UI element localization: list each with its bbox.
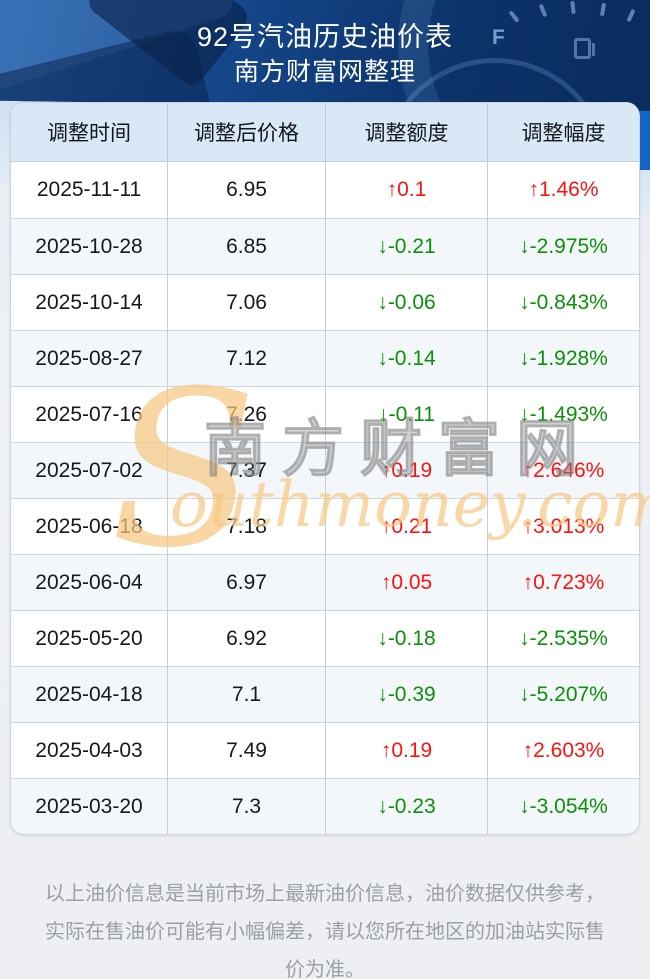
price-table-card: 调整时间 调整后价格 调整额度 调整幅度 2025-11-11 6.95 ↑0.1 ↑… xyxy=(10,102,640,835)
cell-change: ↑0.1 xyxy=(326,162,488,218)
cell-change: ↑0.19 xyxy=(326,443,488,498)
cell-date: 2025-04-03 xyxy=(11,723,168,778)
cell-change: ↓-0.06 xyxy=(326,275,488,330)
table-row: 2025-04-03 7.49 ↑0.19 ↑2.603% xyxy=(11,722,639,778)
hero-titles: 92号汽油历史油价表 南方财富网整理 xyxy=(0,0,650,90)
cell-percent: ↑2.646% xyxy=(522,458,605,482)
cell-change: ↑0.19 xyxy=(326,723,488,778)
page-subtitle: 南方财富网整理 xyxy=(233,58,416,86)
cell-date: 2025-06-04 xyxy=(11,555,168,610)
cell-change: ↓-0.18 xyxy=(326,611,488,666)
table-row: 2025-10-14 7.06 ↓-0.06 ↓-0.843% xyxy=(11,274,639,330)
table-row: 2025-03-20 7.3 ↓-0.23 ↓-3.054% xyxy=(11,778,639,834)
page-title: 92号汽油历史油价表 xyxy=(196,22,454,52)
cell-price: 7.12 xyxy=(168,331,326,386)
fuel-pump-icon xyxy=(574,38,595,59)
cell-percent: ↓-1.928% xyxy=(519,346,608,370)
cell-date: 2025-03-20 xyxy=(11,779,168,834)
cell-price: 7.1 xyxy=(168,667,326,722)
cell-price: 6.97 xyxy=(168,555,326,610)
cell-price: 7.49 xyxy=(168,723,326,778)
cell-price: 7.37 xyxy=(168,443,326,498)
cell-percent: ↑0.723% xyxy=(522,570,605,594)
cell-date: 2025-06-18 xyxy=(11,499,168,554)
cell-date: 2025-07-02 xyxy=(11,443,168,498)
cell-change: ↓-0.39 xyxy=(326,667,488,722)
cell-price: 6.92 xyxy=(168,611,326,666)
table-row: 2025-07-02 7.37 ↑0.19 ↑2.646% xyxy=(11,442,639,498)
table-row: 2025-06-04 6.97 ↑0.05 ↑0.723% xyxy=(11,554,639,610)
cell-change: ↓-0.14 xyxy=(326,331,488,386)
cell-percent: ↓-2.535% xyxy=(519,626,608,650)
table-row: 2025-07-16 7.26 ↓-0.11 ↓-1.493% xyxy=(11,386,639,442)
cell-date: 2025-10-28 xyxy=(11,219,168,274)
table-row: 2025-10-28 6.85 ↓-0.21 ↓-2.975% xyxy=(11,218,639,274)
table-row: 2025-04-18 7.1 ↓-0.39 ↓-5.207% xyxy=(11,666,639,722)
cell-price: 6.95 xyxy=(168,162,326,218)
cell-percent: ↑3.013% xyxy=(522,514,605,538)
price-table-header-row: 调整时间 调整后价格 调整额度 调整幅度 xyxy=(11,103,639,162)
cell-date: 2025-08-27 xyxy=(11,331,168,386)
cell-price: 7.18 xyxy=(168,499,326,554)
cell-price: 7.3 xyxy=(168,779,326,834)
fuel-gauge-full-letter: F xyxy=(492,26,505,49)
cell-date: 2025-07-16 xyxy=(11,387,168,442)
disclaimer-note: 以上油价信息是当前市场上最新油价信息，油价数据仅供参考，实际在售油价可能有小幅偏… xyxy=(45,883,605,979)
cell-change: ↑0.05 xyxy=(326,555,488,610)
table-row: 2025-05-20 6.92 ↓-0.18 ↓-2.535% xyxy=(11,610,639,666)
column-header-adjust-time: 调整时间 xyxy=(11,103,168,161)
cell-change: ↓-0.23 xyxy=(326,779,488,834)
cell-date: 2025-10-14 xyxy=(11,275,168,330)
cell-price: 6.85 xyxy=(168,219,326,274)
table-row: 2025-06-18 7.18 ↑0.21 ↑3.013% xyxy=(11,498,639,554)
cell-change: ↓-0.11 xyxy=(326,387,488,442)
cell-change: ↑0.21 xyxy=(326,499,488,554)
cell-date: 2025-05-20 xyxy=(11,611,168,666)
column-header-price-after: 调整后价格 xyxy=(168,103,326,161)
cell-price: 7.06 xyxy=(168,275,326,330)
price-table-rows: 2025-11-11 6.95 ↑0.1 ↑1.46% 2025-10-28 6.85 ↓-… xyxy=(11,162,639,834)
cell-percent: ↓-2.975% xyxy=(519,234,608,258)
cell-percent: ↑1.46% xyxy=(528,178,599,201)
column-header-adjust-amount: 调整额度 xyxy=(326,103,488,161)
cell-percent: ↓-0.843% xyxy=(519,290,608,314)
table-row: 2025-08-27 7.12 ↓-0.14 ↓-1.928% xyxy=(11,330,639,386)
hero-header: F 92号汽油历史油价表 南方财富网整理 xyxy=(0,0,650,111)
column-header-adjust-range: 调整幅度 xyxy=(521,122,606,145)
cell-change: ↓-0.21 xyxy=(326,219,488,274)
cell-price: 7.26 xyxy=(168,387,326,442)
cell-date: 2025-04-18 xyxy=(11,667,168,722)
cell-percent: ↓-1.493% xyxy=(519,402,608,426)
cell-percent: ↓-5.207% xyxy=(519,682,608,706)
cell-date: 2025-11-11 xyxy=(11,162,168,218)
cell-percent: ↓-3.054% xyxy=(519,794,608,818)
cell-percent: ↑2.603% xyxy=(522,738,605,762)
table-row: 2025-11-11 6.95 ↑0.1 ↑1.46% xyxy=(11,162,639,218)
